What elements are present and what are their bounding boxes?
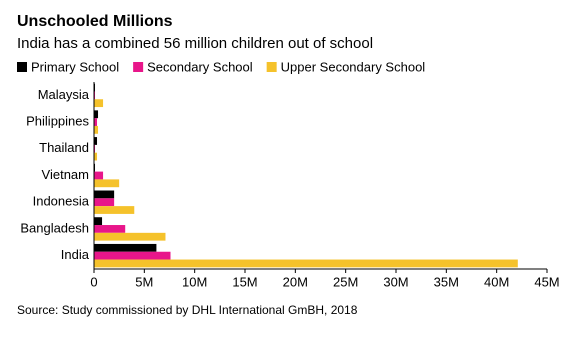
x-tick-label: 15M	[232, 274, 257, 289]
bar	[94, 91, 96, 100]
bar	[94, 137, 98, 145]
y-tick-label: India	[61, 247, 90, 262]
x-tick-label: 20M	[283, 274, 308, 289]
bar	[94, 110, 99, 119]
bar	[94, 206, 135, 214]
legend-label: Secondary School	[147, 59, 253, 74]
x-tick-label: 25M	[333, 274, 358, 289]
bar	[94, 232, 166, 241]
y-tick-label: Malaysia	[38, 87, 90, 102]
x-tick-label: 30M	[383, 274, 408, 289]
y-tick-label: Indonesia	[33, 194, 90, 209]
legend-swatch	[17, 62, 27, 72]
bar	[94, 163, 96, 172]
bar	[94, 243, 157, 252]
x-tick-label: 45M	[534, 274, 559, 289]
legend-swatch	[266, 62, 277, 72]
x-tick-label: 40M	[484, 274, 509, 289]
legend-swatch	[133, 62, 144, 72]
y-tick-label: Thailand	[39, 140, 89, 155]
y-tick-label: Bangladesh	[20, 220, 89, 235]
chart-subtitle: India has a combined 56 million children…	[17, 35, 373, 52]
bar	[94, 198, 115, 207]
bar	[94, 118, 98, 126]
bar	[94, 179, 120, 188]
legend-label: Primary School	[31, 59, 119, 74]
bar	[94, 251, 171, 260]
bar	[94, 99, 104, 108]
x-tick-label: 35M	[434, 274, 459, 289]
bar	[94, 259, 518, 268]
bar	[94, 125, 99, 134]
bar	[94, 83, 96, 92]
bar	[94, 190, 115, 199]
bar	[94, 144, 96, 153]
x-tick-label: 5M	[135, 274, 153, 289]
x-tick-label: 10M	[182, 274, 207, 289]
y-tick-label: Vietnam	[42, 167, 89, 182]
legend-label: Upper Secondary School	[281, 59, 426, 74]
bar	[94, 225, 126, 233]
x-tick-label: 0	[90, 274, 97, 289]
chart-title: Unschooled Millions	[17, 13, 173, 30]
bar	[94, 171, 104, 180]
bar	[94, 217, 103, 226]
source-note: Source: Study commissioned by DHL Intern…	[17, 303, 358, 317]
bar	[94, 152, 98, 161]
y-tick-label: Philippines	[26, 114, 89, 129]
